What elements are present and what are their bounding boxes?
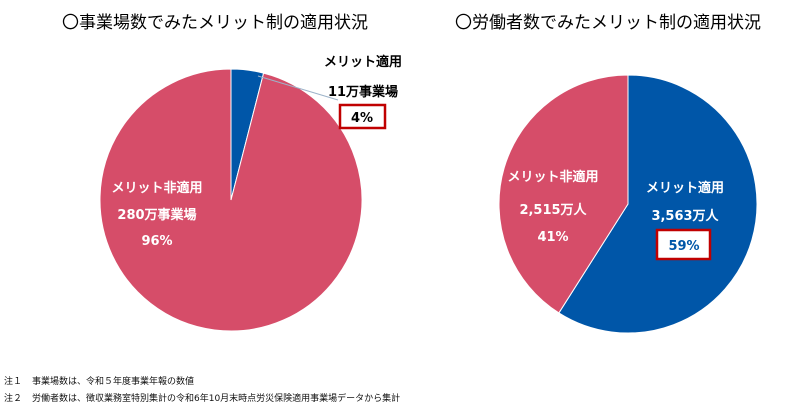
slice-label-not-applied-count: 2,515万人 — [519, 202, 587, 218]
slice-label-applied-count: 3,563万人 — [651, 208, 719, 224]
slice-label-not-applied-percent: 41% — [537, 230, 568, 245]
pie-chart-establishments: メリット適用 11万事業場 4% メリット非適用 280万事業場 96% — [99, 54, 402, 332]
callout-line — [257, 75, 339, 101]
slice-label-applied-count: 11万事業場 — [328, 84, 398, 100]
footnote-text: 事業場数は、令和５年度事業年報の数値 — [32, 377, 195, 387]
footnote-number: 注２ — [4, 394, 23, 404]
pie-chart-workers: メリット適用 3,563万人 59% メリット非適用 2,515万人 41% — [498, 74, 758, 334]
footnote-text: 労働者数は、徴収業務室特別集計の令和6年10月末時点労災保険適用事業場データから… — [32, 394, 401, 404]
footnote-number: 注１ — [4, 377, 23, 387]
slice-label-not-applied-name: メリット非適用 — [111, 180, 202, 196]
pie-slice-not-applied — [99, 68, 363, 332]
slice-label-not-applied-percent: 96% — [141, 234, 172, 249]
footnote-2: 注２ 労働者数は、徴収業務室特別集計の令和6年10月末時点労災保険適用事業場データ… — [4, 391, 400, 404]
slice-label-applied-name: メリット適用 — [646, 180, 724, 196]
footnote-1: 注１ 事業場数は、令和５年度事業年報の数値 — [4, 374, 194, 387]
pie-slice-not-applied — [498, 74, 629, 314]
percent-highlight-box — [655, 228, 712, 261]
pie-slice-applied — [558, 74, 758, 334]
percent-highlight-box — [338, 103, 387, 130]
slice-label-not-applied-name: メリット非適用 — [507, 169, 598, 185]
slice-label-applied-name: メリット適用 — [324, 54, 402, 70]
slice-label-not-applied-count: 280万事業場 — [117, 207, 196, 223]
chart-title-establishments: 〇事業場数でみたメリット制の適用状況 — [62, 13, 368, 33]
slice-label-applied-percent: 4% — [351, 111, 373, 126]
slice-label-applied-percent: 59% — [668, 239, 699, 254]
chart-title-workers: 〇労働者数でみたメリット制の適用状況 — [455, 13, 761, 33]
